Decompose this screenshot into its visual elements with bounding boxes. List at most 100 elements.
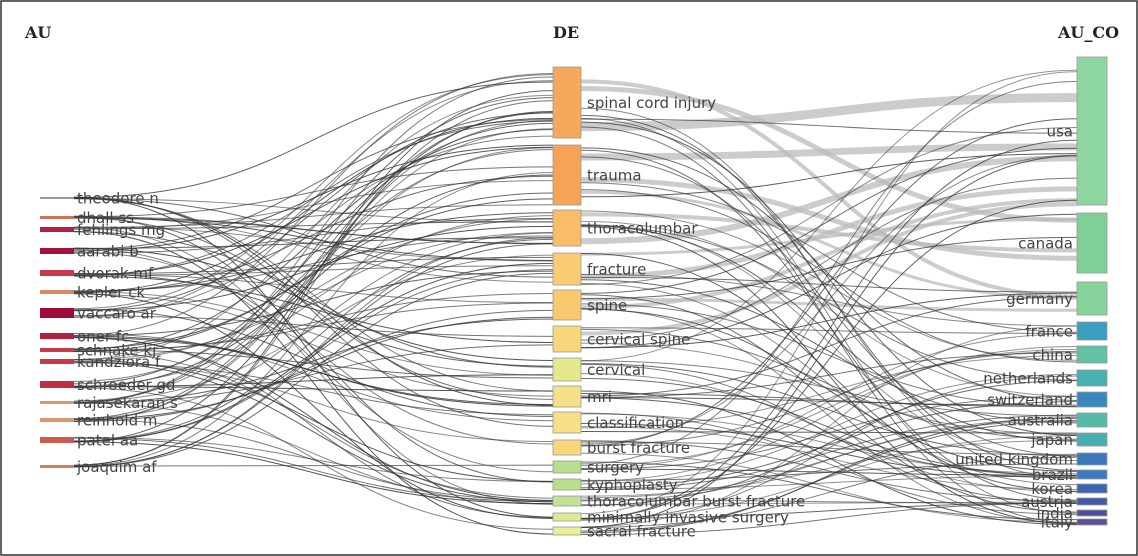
node-label: cervical spine [587,331,690,349]
node-label: kepler ck [77,284,145,302]
node [552,144,582,206]
node-label: joaquim af [76,458,157,476]
node [552,252,582,286]
flow-link [73,316,554,421]
node [552,209,582,247]
node [40,197,74,199]
node [1076,345,1108,364]
flow-link [73,217,554,254]
flow-link [73,275,554,343]
node-label: dhall ss [77,209,134,227]
node [40,465,74,468]
flow-link [73,204,554,228]
node [1076,469,1108,480]
flow-link [580,452,1078,523]
node-label: theodore n [77,190,159,208]
node-label: kyphoplasty [587,476,678,494]
flow-link [580,463,1078,481]
node-label: burst fracture [587,439,690,457]
flow-link [580,69,1078,362]
flow-link [580,154,1078,445]
node [552,325,582,353]
node-label: kandziora f [77,353,161,371]
node-label: japan [1030,431,1073,449]
flow-link [73,94,554,361]
node [40,333,74,339]
node-label: fracture [587,261,646,279]
flow-link [580,147,1078,294]
flow-link [580,220,1078,397]
node-label: germany [1006,290,1073,308]
node-label: thoracolumbar [587,220,698,238]
flow-link [580,417,1078,534]
flow-link [580,419,1078,499]
flow-link [73,171,554,467]
node [552,439,582,456]
node [1076,212,1108,274]
flow-link [580,502,1078,536]
node [40,348,74,352]
node-label: united kingdom [955,451,1073,469]
node [1076,518,1108,526]
node-label: mri [587,388,612,406]
flow-band [580,202,1078,336]
flow-link [73,437,554,503]
flow-link [73,441,554,505]
flow-link [73,247,554,473]
flow-link [73,135,554,317]
flow-link [580,303,1078,408]
flow-link [580,213,1078,349]
flow-link [73,100,554,466]
flow-band [580,186,1078,280]
flow-link [73,120,554,422]
node [552,289,582,321]
node-label: reinhold m [77,412,158,430]
node-label: thoracolumbar burst fracture [587,493,805,511]
flow-link [580,363,1078,504]
flow-link [580,420,1078,532]
flow-link [73,197,554,406]
flow-band [580,198,1078,310]
flow-link [73,117,554,293]
node [40,308,74,318]
flow-link [580,435,1078,519]
flow-band [580,177,1078,261]
flow-link [580,156,1078,457]
node [40,227,74,232]
node [40,418,74,422]
flow-link [580,417,1078,502]
node [1076,452,1108,466]
column-title: DE [553,23,579,42]
node [552,66,582,139]
flow-link [73,344,554,404]
flow-link [73,251,554,445]
flow-link [580,502,1078,519]
flow-link [580,346,1078,482]
flow-link [580,199,1078,520]
flow-link [73,232,554,420]
flow-band [580,143,1078,161]
flow-link [580,461,1078,521]
flow-link [580,155,1078,528]
node-label: spinal cord injury [587,94,716,112]
flow-link [580,279,1078,424]
flow-link [73,308,554,417]
flow-link [73,436,554,483]
flow-link [73,350,554,499]
node [1076,391,1108,408]
flow-link [580,71,1078,515]
flow-link [580,333,1078,469]
node-label: aarabi b [77,243,139,261]
node [552,460,582,474]
node-label: patel aa [77,432,138,450]
flow-link [580,325,1078,528]
flow-link [73,217,554,244]
node-label: minimally invasive surgery [587,509,789,527]
node [40,437,74,443]
flow-link [580,182,1078,333]
flow-link [580,121,1078,436]
node-label: oner fc [77,328,129,346]
flow-link [73,218,554,363]
flow-link [73,192,554,353]
